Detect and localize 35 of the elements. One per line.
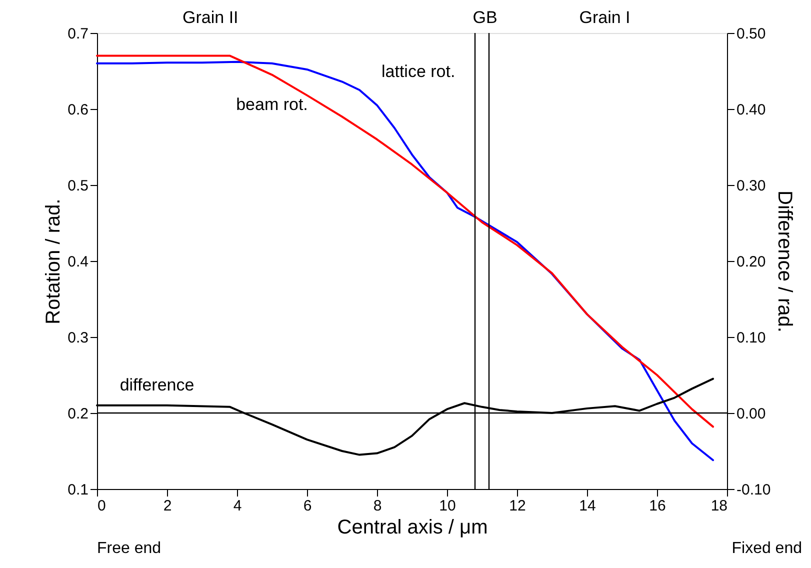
x-tick-label: 14 — [579, 498, 596, 514]
y-tick-label: 0.1 — [68, 482, 88, 498]
y-tick-label: 0.4 — [68, 254, 88, 270]
x-tick-label: 4 — [233, 498, 242, 514]
series-label: lattice rot. — [382, 62, 456, 81]
y2-tick-label: 0.20 — [736, 254, 766, 270]
y-tick-label: 0.2 — [68, 406, 88, 422]
series-label: beam rot. — [236, 94, 308, 114]
x-tick-label: 6 — [303, 498, 312, 514]
series-label: difference — [120, 375, 194, 394]
y2-tick-label: 0.30 — [736, 178, 766, 194]
x-tick-label: 12 — [509, 498, 526, 514]
y-axis-title: Rotation / rad. — [42, 198, 65, 324]
y2-tick-label: 0.10 — [736, 330, 766, 346]
y-tick-label: 0.6 — [68, 102, 88, 118]
x-tick-label: 2 — [163, 498, 172, 514]
x-tick-label: 10 — [439, 498, 456, 514]
text: Free end — [97, 540, 162, 557]
y-tick-label: 0.5 — [68, 178, 88, 194]
y2-tick-label: -0.10 — [736, 482, 771, 498]
y2-axis-title: Difference / rad. — [774, 190, 796, 332]
text: GB — [472, 8, 498, 27]
text: Fixed end — [732, 540, 802, 557]
text: Grain II — [182, 8, 238, 27]
y-tick-label: 0.7 — [68, 26, 88, 42]
x-tick-label: 0 — [98, 498, 106, 514]
x-tick-label: 16 — [649, 498, 666, 514]
y2-tick-label: 0.50 — [736, 26, 766, 42]
y-tick-label: 0.3 — [68, 330, 88, 346]
y2-tick-label: 0.40 — [736, 102, 766, 118]
y2-tick-label: 0.00 — [736, 406, 766, 422]
x-axis-title: Central axis / μm — [337, 516, 488, 538]
text: Grain I — [579, 8, 630, 27]
x-tick-label: 18 — [710, 498, 728, 514]
x-tick-label: 8 — [373, 498, 382, 514]
